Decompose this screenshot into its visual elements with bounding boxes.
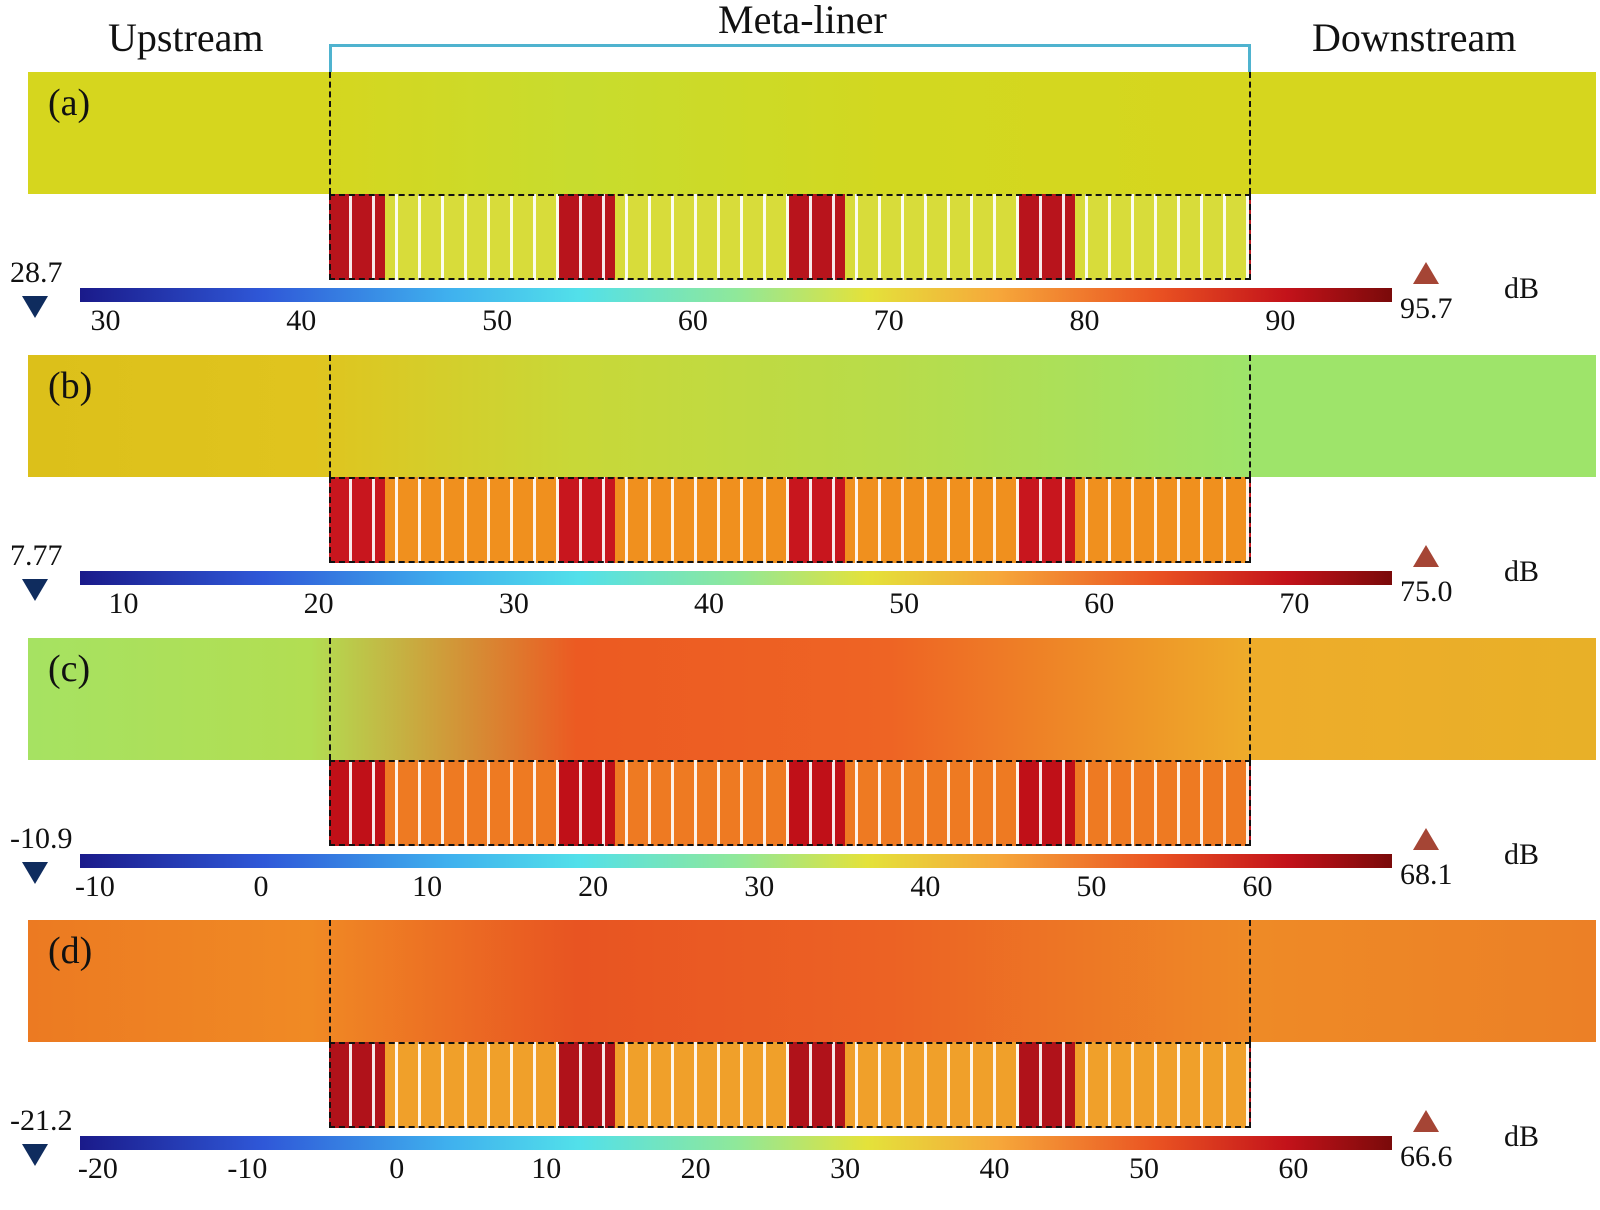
duct-field: [28, 920, 1596, 1042]
colorbar-tick-label: 80: [1069, 304, 1100, 337]
colorbar-tick-label: -10: [74, 870, 115, 903]
panel-label: (d): [48, 930, 93, 972]
meta-liner-region-outline: [329, 920, 1251, 1042]
min-marker-icon: [22, 579, 48, 601]
duct-field: [28, 355, 1596, 477]
liner-cells-outline: [329, 477, 1251, 563]
panel-label: (b): [48, 365, 93, 407]
colorbar-tick-label: 0: [253, 870, 269, 903]
colorbar-tick-label: 70: [1279, 587, 1310, 620]
colorbar-max-value: 66.6: [1400, 1140, 1453, 1173]
colorbar-tick-label: 70: [873, 304, 904, 337]
max-marker-icon: [1413, 828, 1439, 850]
liner-field: [329, 194, 1251, 280]
colorbar-unit: dB: [1504, 838, 1540, 871]
max-marker-icon: [1413, 262, 1439, 284]
colorbar: [80, 288, 1392, 302]
colorbar-tick-label: 30: [744, 870, 775, 903]
colorbar-tick-label: -20: [77, 1152, 118, 1185]
colorbar-tick-label: 30: [90, 304, 121, 337]
panel-label: (c): [48, 648, 91, 690]
panel-c: (c) -10.9 68.1 dB -10 0 10 20 30 40 50 60: [0, 638, 1600, 926]
colorbar-min-value: 7.77: [10, 539, 63, 572]
max-marker-icon: [1413, 1110, 1439, 1132]
meta-liner-region-outline: [329, 638, 1251, 760]
colorbar-unit: dB: [1504, 272, 1540, 305]
colorbar-tick-label: 60: [677, 304, 708, 337]
colorbar-unit: dB: [1504, 1120, 1540, 1153]
colorbar: [80, 1136, 1392, 1150]
meta-liner-label: Meta-liner: [718, 0, 887, 42]
meta-liner-region-outline: [329, 72, 1251, 194]
colorbar: [80, 571, 1392, 585]
colorbar-tick-label: 60: [1242, 870, 1273, 903]
liner-cells-outline: [329, 760, 1251, 846]
liner-ribs: [329, 477, 1251, 563]
panel-a: (a) 28.7 95.7 dB 30 40 50 60 70 80 90: [0, 72, 1600, 360]
colorbar-tick-label: 50: [482, 304, 513, 337]
meta-liner-region-outline: [329, 355, 1251, 477]
liner-field: [329, 1042, 1251, 1128]
panel-b: (b) 7.77 75.0 dB 10 20 30 40 50 60 70: [0, 355, 1600, 643]
colorbar-min-value: -10.9: [10, 822, 73, 855]
colorbar-tick-label: -10: [227, 1152, 268, 1185]
liner-ribs: [329, 760, 1251, 846]
colorbar-max-value: 75.0: [1400, 575, 1453, 608]
duct-field: [28, 638, 1596, 760]
colorbar-min-value: -21.2: [10, 1104, 73, 1137]
colorbar-tick-label: 10: [531, 1152, 562, 1185]
colorbar-tick-label: 60: [1278, 1152, 1309, 1185]
downstream-label: Downstream: [1312, 15, 1517, 60]
colorbar-min-value: 28.7: [10, 256, 63, 289]
liner-field: [329, 477, 1251, 563]
panel-d: (d) -21.2 66.6 dB -20 -10 0 10 20 30 40 50 60: [0, 920, 1600, 1208]
liner-ribs: [329, 194, 1251, 280]
liner-cells-outline: [329, 1042, 1251, 1128]
colorbar-tick-label: 60: [1084, 587, 1115, 620]
min-marker-icon: [22, 862, 48, 884]
min-marker-icon: [22, 296, 48, 318]
colorbar-max-value: 68.1: [1400, 858, 1453, 891]
colorbar-tick-label: 40: [693, 587, 724, 620]
liner-ribs: [329, 1042, 1251, 1128]
meta-liner-bracket: [329, 44, 1251, 72]
liner-field: [329, 760, 1251, 846]
colorbar-tick-label: 90: [1265, 304, 1296, 337]
duct-field: [28, 72, 1596, 194]
colorbar-tick-label: 50: [1128, 1152, 1159, 1185]
colorbar-tick-label: 30: [830, 1152, 861, 1185]
colorbar-tick-label: 30: [498, 587, 529, 620]
colorbar-tick-label: 50: [889, 587, 920, 620]
colorbar: [80, 854, 1392, 868]
max-marker-icon: [1413, 545, 1439, 567]
upstream-label: Upstream: [108, 15, 264, 60]
colorbar-unit: dB: [1504, 555, 1540, 588]
panel-label: (a): [48, 82, 91, 124]
colorbar-tick-label: 40: [910, 870, 941, 903]
colorbar-tick-label: 0: [389, 1152, 405, 1185]
colorbar-tick-label: 20: [680, 1152, 711, 1185]
liner-cells-outline: [329, 194, 1251, 280]
colorbar-tick-label: 20: [303, 587, 334, 620]
colorbar-max-value: 95.7: [1400, 292, 1453, 325]
colorbar-tick-label: 40: [286, 304, 317, 337]
colorbar-tick-label: 10: [412, 870, 443, 903]
colorbar-tick-label: 20: [578, 870, 609, 903]
colorbar-tick-label: 40: [979, 1152, 1010, 1185]
colorbar-tick-label: 50: [1076, 870, 1107, 903]
min-marker-icon: [22, 1144, 48, 1166]
colorbar-tick-label: 10: [108, 587, 139, 620]
